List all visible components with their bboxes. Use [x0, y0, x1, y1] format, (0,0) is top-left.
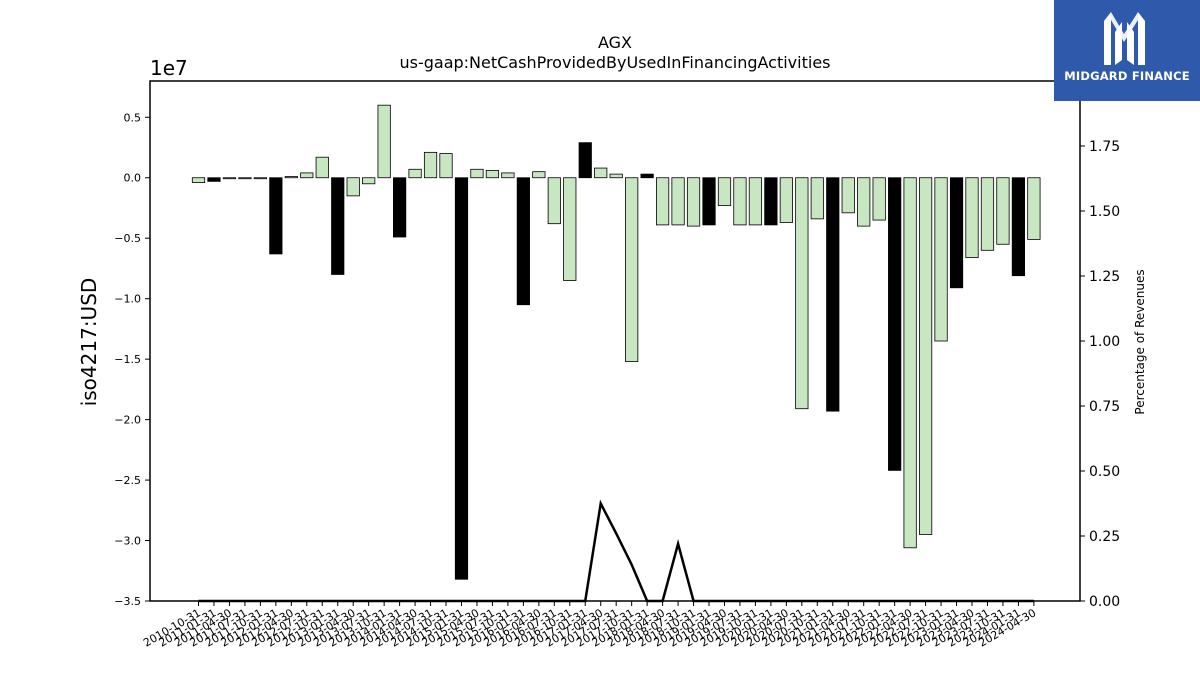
y2-axis-label: Percentage of Revenues — [1133, 269, 1147, 414]
bar-2013-01-31 — [331, 177, 345, 275]
y2-tick-label: 0.25 — [1089, 529, 1120, 545]
bar-2023-01-31 — [949, 177, 964, 289]
bar-2016-04-30 — [532, 171, 546, 179]
bar-2013-04-30 — [346, 177, 360, 197]
chart-subtitle: us-gaap:NetCashProvidedByUsedInFinancing… — [399, 53, 830, 72]
chart-title: AGX — [598, 33, 632, 52]
bar-2022-07-31 — [918, 177, 933, 535]
y-tick-label: −1.0 — [114, 293, 141, 306]
y2-tick-label: 1.00 — [1089, 334, 1120, 350]
bar-2012-07-31 — [300, 172, 314, 179]
y-tick-label: −3.5 — [114, 595, 141, 608]
bar-2016-10-31 — [563, 177, 577, 281]
y-tick-label: −2.0 — [114, 414, 141, 427]
bar-2021-07-31 — [857, 177, 871, 227]
bar-2015-10-31 — [501, 172, 515, 179]
bar-2011-07-31 — [238, 177, 252, 180]
bars-group — [191, 104, 1041, 580]
y2-tick-label: 1.25 — [1089, 269, 1120, 285]
bar-2011-10-31 — [253, 177, 267, 180]
bar-2018-07-31 — [671, 177, 685, 226]
bar-2011-04-30 — [222, 177, 237, 180]
bar-2012-04-30 — [284, 176, 298, 179]
bar-2013-07-31 — [362, 177, 376, 185]
bar-2021-10-31 — [872, 177, 886, 221]
midgard-m-icon — [1104, 12, 1145, 65]
bar-2014-04-30 — [408, 168, 422, 179]
y-tick-label: 0.5 — [124, 111, 142, 124]
y-tick-label: −2.5 — [114, 474, 141, 487]
bar-2014-07-31 — [423, 151, 438, 179]
bar-2019-01-31 — [702, 177, 716, 226]
bar-2020-01-31 — [764, 177, 778, 226]
bar-2018-04-30 — [656, 177, 670, 226]
bar-2015-01-31 — [454, 177, 469, 580]
bar-2016-07-31 — [547, 177, 561, 225]
bar-2017-10-31 — [625, 177, 639, 362]
bar-2017-01-31 — [578, 142, 592, 179]
logo-text: MIDGARD FINANCE — [1064, 69, 1190, 83]
bar-2018-10-31 — [686, 177, 701, 227]
bar-2011-01-31 — [207, 177, 221, 182]
bar-2010-10-31 — [191, 177, 206, 183]
y2-tick-label: 0.00 — [1089, 594, 1120, 610]
bar-2014-01-31 — [393, 177, 407, 238]
y2-axis: 0.00 0.25 0.50 0.75 1.00 1.25 1.50 1.75 — [1080, 139, 1120, 610]
bar-2014-10-31 — [439, 153, 453, 179]
bar-2023-04-30 — [965, 177, 979, 258]
y2-tick-label: 1.75 — [1089, 139, 1120, 155]
bar-2020-04-30 — [779, 177, 793, 223]
x-axis: 2010-10-312011-01-312011-04-302011-07-31… — [141, 601, 1038, 650]
bar-2024-04-30 — [1027, 177, 1041, 240]
bar-2012-01-31 — [269, 177, 283, 255]
bar-2020-07-31 — [795, 177, 809, 410]
y-tick-label: 0.0 — [124, 172, 142, 185]
y2-tick-label: 0.50 — [1089, 464, 1120, 480]
bar-2013-10-31 — [377, 104, 391, 179]
bar-2015-04-30 — [470, 168, 484, 179]
bar-2023-07-31 — [980, 177, 995, 251]
bar-2020-10-31 — [810, 177, 824, 220]
y-tick-label: −0.5 — [114, 232, 141, 245]
bar-2022-10-31 — [934, 177, 948, 342]
midgard-finance-logo: MIDGARD FINANCE — [1054, 0, 1200, 101]
y-axis-label: iso4217:USD — [77, 278, 101, 407]
y2-tick-label: 1.50 — [1089, 204, 1120, 220]
y-tick-label: −3.0 — [114, 535, 141, 548]
bar-2016-01-31 — [516, 177, 530, 306]
y2-tick-label: 0.75 — [1089, 399, 1120, 415]
bar-2022-04-30 — [903, 177, 917, 549]
y-tick-label: −1.5 — [114, 353, 141, 366]
bar-2023-10-31 — [996, 177, 1010, 245]
bar-2012-10-31 — [315, 156, 329, 179]
bar-2019-07-31 — [733, 177, 747, 226]
y-offset-label: 1e7 — [150, 56, 188, 80]
bar-2019-10-31 — [748, 177, 763, 226]
bar-2018-01-31 — [640, 173, 654, 179]
bar-2019-04-30 — [717, 177, 732, 206]
bar-2024-01-31 — [1011, 177, 1026, 277]
bar-2017-07-31 — [609, 173, 623, 179]
bar-2015-07-31 — [485, 170, 500, 179]
bar-2021-04-30 — [841, 177, 855, 214]
bar-2017-04-30 — [594, 167, 608, 179]
y-axis: 0.5 0.0 −0.5 −1.0 −1.5 −2.0 −2.5 −3.0 −3.5 — [114, 111, 150, 608]
bar-2021-01-31 — [826, 177, 840, 412]
bar-2022-01-31 — [888, 177, 902, 471]
